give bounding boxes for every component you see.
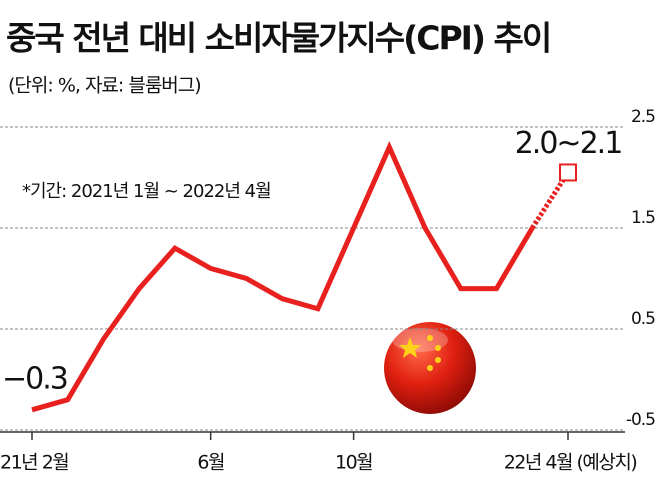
x-tick-label: 6월 [197, 452, 224, 474]
x-tick-label: 22년 4월 (예상치) [504, 452, 637, 474]
x-tick-label: 10월 [335, 452, 372, 474]
chart-title: 중국 전년 대비 소비자물가지수(CPI) 추이 [6, 19, 550, 58]
projected-segment [530, 171, 571, 230]
annotation: *기간: 2021년 1월 ~ 2022년 4월 [22, 181, 271, 202]
value-label: 2.0~2.1 [515, 126, 622, 161]
line [31, 141, 535, 413]
y-tick-label: -0.5 [626, 410, 655, 430]
projected-marker [559, 163, 577, 182]
y-tick-label: 1.5 [631, 208, 655, 228]
y-tick-label: 0.5 [631, 309, 655, 329]
flag-ball [384, 322, 476, 414]
x-tick-label: 21년 2월 [0, 452, 68, 474]
y-tick-label: 2.5 [631, 107, 655, 127]
chart-subtitle: (단위: %, 자료: 블룸버그) [8, 75, 201, 97]
value-label: −0.3 [2, 361, 67, 396]
